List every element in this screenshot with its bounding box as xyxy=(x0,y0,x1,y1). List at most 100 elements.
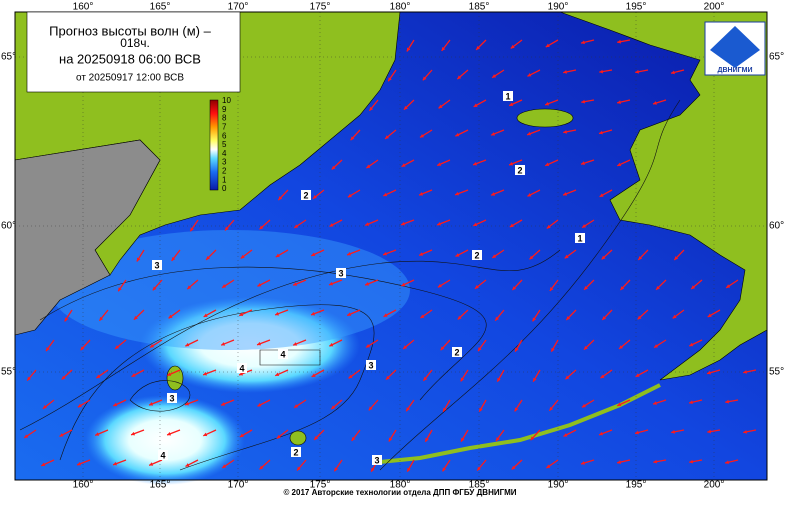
arrow-head xyxy=(551,347,555,352)
arrow-head xyxy=(422,76,427,81)
arrow-head xyxy=(168,314,173,319)
arrow-head xyxy=(187,285,192,290)
arrow-head xyxy=(707,313,712,317)
arrow-head xyxy=(438,104,443,109)
arrow-head xyxy=(563,129,567,134)
arrow-head xyxy=(654,344,659,348)
arrow-head xyxy=(638,256,643,260)
arrow-head xyxy=(532,317,537,322)
arrow-head xyxy=(311,311,316,316)
arrow-head xyxy=(329,281,334,286)
footer: © 2017 Авторские технологии отдела ДПП Ф… xyxy=(283,488,516,497)
arrow-head xyxy=(461,437,465,442)
arrow-head xyxy=(334,467,338,472)
arrow-head xyxy=(388,77,392,82)
lon-label: 185° xyxy=(469,480,490,491)
scale-label: 6 xyxy=(222,131,227,140)
arrow-head xyxy=(131,431,136,436)
arrow-head xyxy=(671,429,675,434)
contour-label-bg xyxy=(301,190,311,200)
arrow-head xyxy=(599,193,604,197)
arrow-head xyxy=(131,373,136,377)
contour-label-bg xyxy=(503,91,513,101)
contour-label: 2 xyxy=(454,347,459,357)
arrow-head xyxy=(617,402,622,407)
high-wave-area xyxy=(140,297,360,393)
arrow-head xyxy=(406,47,411,52)
arrow-head xyxy=(527,131,532,136)
contour-label: 1 xyxy=(577,233,582,243)
arrow-head xyxy=(221,402,226,406)
arrow-head xyxy=(152,286,157,291)
arrow-head xyxy=(425,437,429,442)
arrow-head xyxy=(726,284,731,288)
contour-label: 4 xyxy=(280,349,285,359)
arrow-head xyxy=(133,315,138,320)
lon-label: 175° xyxy=(310,2,331,13)
arrow-head xyxy=(366,343,371,348)
arrow-head xyxy=(617,39,622,44)
island xyxy=(516,108,574,128)
lat-label: 55° xyxy=(1,367,16,378)
arrow-head xyxy=(351,436,356,441)
arrow-head xyxy=(383,313,388,317)
arrow-head xyxy=(440,346,445,351)
arrow-head xyxy=(545,101,550,106)
contour-line xyxy=(379,99,681,471)
arrow-head xyxy=(510,44,515,49)
arrow-head xyxy=(314,436,319,440)
arrow-head xyxy=(546,224,551,229)
lon-label: 180° xyxy=(390,2,411,13)
arrow-head xyxy=(406,407,410,412)
contour-label-bg xyxy=(278,349,288,359)
arrow-head xyxy=(599,130,603,135)
contour-label: 3 xyxy=(169,393,174,403)
arrow-head xyxy=(275,372,280,376)
arrow-head xyxy=(689,459,694,464)
land-kamchatka xyxy=(14,139,161,336)
arrow-head xyxy=(59,433,64,437)
lat-label: 65° xyxy=(769,52,784,63)
arrow-head xyxy=(725,399,730,404)
arrow-head xyxy=(222,284,227,288)
arrow-head xyxy=(457,315,462,320)
arrow-head xyxy=(671,70,675,75)
map-frame xyxy=(14,11,768,481)
arrow-head xyxy=(581,403,586,408)
arrow-head xyxy=(294,224,299,228)
land-alaska xyxy=(559,11,768,381)
arrow-head xyxy=(635,373,640,377)
arrow-head xyxy=(385,375,390,380)
arrow-head xyxy=(545,43,550,48)
arrow-head xyxy=(583,345,588,350)
lon-label: 185° xyxy=(469,2,490,13)
arrow-head xyxy=(492,74,497,78)
arrow-head xyxy=(473,161,478,166)
lon-label: 190° xyxy=(548,480,569,491)
contour-label: 4 xyxy=(239,363,244,373)
arrow-head xyxy=(275,253,280,258)
contour-line xyxy=(259,349,321,366)
arrow-head xyxy=(203,313,208,317)
arrow-head xyxy=(437,221,442,226)
arrow-head xyxy=(347,312,352,316)
arrow-head xyxy=(473,103,478,107)
arrow-head xyxy=(350,136,355,141)
arrow-head xyxy=(136,257,141,262)
island xyxy=(166,365,184,391)
arrow-head xyxy=(41,462,46,467)
arrow-head xyxy=(599,431,604,436)
scale-label: 1 xyxy=(222,175,227,184)
arrow-head xyxy=(185,342,190,347)
arrow-head xyxy=(443,407,447,412)
arrow-head xyxy=(707,370,711,375)
arrow-head xyxy=(581,461,585,465)
arrow-head xyxy=(491,192,496,196)
arrow-head xyxy=(331,405,336,410)
lead-time: 018ч. xyxy=(120,36,150,50)
arrow-head xyxy=(437,283,442,288)
arrow-head xyxy=(674,256,679,260)
arrow-head xyxy=(118,287,122,292)
arrow-head xyxy=(620,286,625,291)
